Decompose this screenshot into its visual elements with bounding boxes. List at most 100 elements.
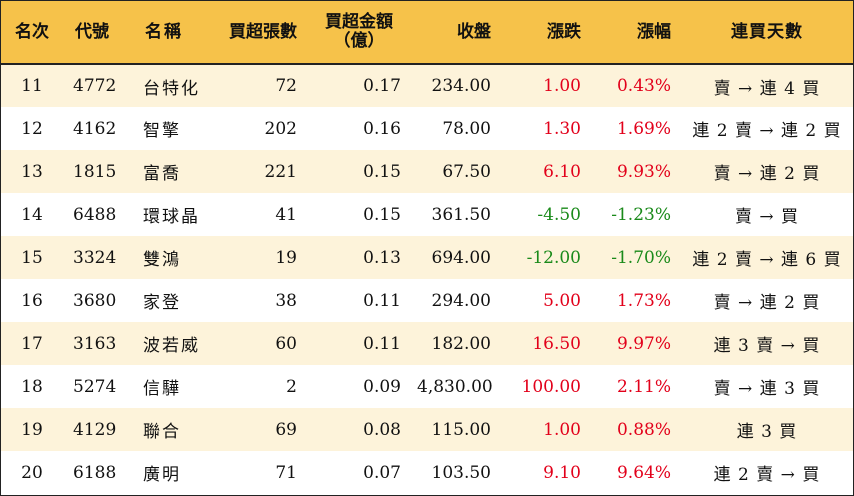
cell-consecutive: 連 2 賣 → 買: [713, 465, 821, 485]
cell-pct: 0.88%: [616, 419, 671, 440]
cell-shares: 19: [275, 247, 297, 268]
cell-pct: -1.23%: [611, 204, 671, 225]
header-code: 代號: [75, 21, 109, 42]
cell-code: 3680: [73, 290, 117, 311]
cell-close: 694.00: [431, 247, 491, 268]
table-header-row: 名次 代號 名稱 買超張數 買超金額 （億） 收盤 漲跌 漲幅 連買天數: [1, 1, 853, 64]
cell-shares: 60: [275, 333, 297, 354]
cell-close: 361.50: [431, 204, 491, 225]
cell-name: 台特化: [143, 78, 200, 99]
cell-rank: 15: [21, 247, 43, 268]
cell-code: 4129: [73, 419, 117, 440]
cell-shares: 71: [275, 462, 297, 483]
cell-amount: 0.15: [363, 161, 401, 182]
table-row: 14 6488 環球晶 41 0.15 361.50 -4.50 -1.23% 賣 → 買: [1, 193, 853, 236]
cell-consecutive: 賣 → 連 4 買: [713, 78, 821, 99]
cell-code: 6488: [73, 204, 117, 225]
cell-code: 3324: [73, 247, 117, 268]
cell-code: 1815: [73, 161, 117, 182]
table-row: 15 3324 雙鴻 19 0.13 694.00 -12.00 -1.70% 連 2 賣 → …: [1, 236, 853, 279]
header-close: 收盤: [457, 21, 491, 42]
table-row: 19 4129 聯合 69 0.08 115.00 1.00 0.88% 連 3 買: [1, 408, 853, 451]
cell-change: 1.30: [543, 118, 581, 139]
cell-consecutive: 賣 → 買: [734, 207, 800, 227]
cell-change: 1.00: [543, 76, 581, 96]
cell-change: 6.10: [543, 161, 581, 182]
cell-code: 5274: [73, 376, 117, 397]
cell-change: 1.00: [543, 419, 581, 440]
cell-name: 家登: [143, 293, 181, 313]
header-amount-line1: 買超金額: [325, 12, 393, 32]
cell-consecutive: 賣 → 連 2 買: [713, 293, 821, 313]
cell-amount: 0.08: [363, 419, 401, 440]
header-consecutive: 連買天數: [731, 21, 803, 42]
cell-shares: 41: [275, 204, 297, 225]
cell-name: 智擎: [143, 121, 181, 141]
cell-name: 廣明: [143, 465, 181, 485]
cell-amount: 0.17: [363, 76, 401, 96]
cell-code: 4162: [73, 118, 117, 139]
cell-close: 115.00: [431, 419, 491, 440]
cell-pct: -1.70%: [611, 247, 671, 268]
table-row: 17 3163 波若威 60 0.11 182.00 16.50 9.97% 連 3 賣 → 買: [1, 322, 853, 365]
cell-change: 16.50: [532, 333, 581, 354]
cell-consecutive: 連 3 賣 → 買: [713, 336, 821, 356]
cell-rank: 12: [21, 118, 43, 139]
cell-rank: 18: [21, 376, 43, 397]
cell-close: 78.00: [442, 118, 491, 139]
cell-change: -4.50: [537, 204, 581, 225]
cell-amount: 0.11: [363, 290, 401, 311]
header-amount: 買超金額 （億）: [307, 1, 411, 64]
cell-change: -12.00: [526, 247, 581, 268]
header-pct: 漲幅: [637, 21, 671, 42]
cell-consecutive: 賣 → 連 2 買: [713, 164, 821, 184]
cell-rank: 14: [21, 204, 43, 225]
cell-close: 182.00: [431, 333, 491, 354]
cell-consecutive: 連 2 賣 → 連 2 買: [692, 121, 842, 141]
header-change: 漲跌: [547, 21, 581, 42]
cell-consecutive: 連 2 賣 → 連 6 買: [692, 250, 842, 270]
cell-consecutive: 賣 → 連 3 買: [713, 379, 821, 399]
cell-name: 富喬: [143, 164, 181, 184]
cell-pct: 9.97%: [616, 333, 671, 354]
cell-rank: 13: [21, 161, 43, 182]
cell-change: 5.00: [543, 290, 581, 311]
cell-pct: 0.43%: [616, 76, 671, 96]
cell-pct: 9.93%: [616, 161, 671, 182]
cell-close: 234.00: [431, 76, 491, 96]
cell-name: 波若威: [143, 336, 200, 356]
table-row: 11 4772 台特化 72 0.17 234.00 1.00 0.43% 賣 → 連 4 買: [1, 64, 853, 107]
cell-shares: 69: [275, 419, 297, 440]
table-row: 18 5274 信驊 2 0.09 4,830.00 100.00 2.11% 賣 → 連 3 …: [1, 365, 853, 408]
cell-amount: 0.07: [363, 462, 401, 483]
cell-shares: 72: [275, 76, 297, 96]
cell-amount: 0.13: [363, 247, 401, 268]
cell-close: 294.00: [431, 290, 491, 311]
cell-pct: 1.69%: [616, 118, 671, 139]
cell-close: 103.50: [431, 462, 491, 483]
cell-name: 環球晶: [143, 207, 200, 227]
cell-shares: 221: [264, 161, 297, 182]
table-row: 20 6188 廣明 71 0.07 103.50 9.10 9.64% 連 2 賣 → 買: [1, 451, 853, 494]
cell-amount: 0.16: [363, 118, 401, 139]
cell-close: 4,830.00: [417, 376, 493, 397]
cell-amount: 0.15: [363, 204, 401, 225]
cell-pct: 2.11%: [616, 376, 671, 397]
cell-name: 雙鴻: [143, 250, 181, 270]
cell-name: 聯合: [143, 422, 181, 442]
header-rank: 名次: [15, 21, 49, 42]
cell-rank: 17: [21, 333, 43, 354]
cell-rank: 11: [21, 76, 43, 96]
cell-pct: 1.73%: [616, 290, 671, 311]
cell-rank: 16: [21, 290, 43, 311]
cell-amount: 0.09: [363, 376, 401, 397]
header-amount-line2: （億）: [333, 31, 385, 51]
cell-code: 3163: [73, 333, 117, 354]
table-row: 13 1815 富喬 221 0.15 67.50 6.10 9.93% 賣 → 連 2 買: [1, 150, 853, 193]
table-row: 12 4162 智擎 202 0.16 78.00 1.30 1.69% 連 2 賣 → 連 2…: [1, 107, 853, 150]
cell-code: 4772: [73, 76, 117, 96]
cell-amount: 0.11: [363, 333, 401, 354]
